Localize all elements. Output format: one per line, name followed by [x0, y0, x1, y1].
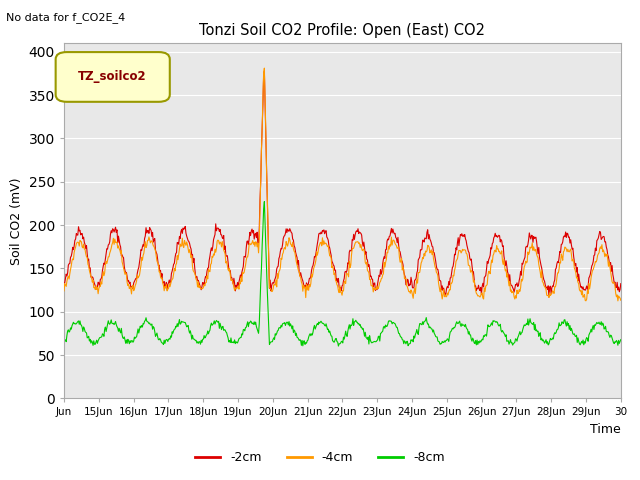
Y-axis label: Soil CO2 (mV): Soil CO2 (mV) — [10, 177, 23, 264]
FancyBboxPatch shape — [56, 52, 170, 102]
X-axis label: Time: Time — [590, 423, 621, 436]
Text: No data for f_CO2E_4: No data for f_CO2E_4 — [6, 12, 125, 23]
Title: Tonzi Soil CO2 Profile: Open (East) CO2: Tonzi Soil CO2 Profile: Open (East) CO2 — [200, 23, 485, 38]
Legend: -2cm, -4cm, -8cm: -2cm, -4cm, -8cm — [190, 446, 450, 469]
Text: TZ_soilco2: TZ_soilco2 — [78, 71, 147, 84]
